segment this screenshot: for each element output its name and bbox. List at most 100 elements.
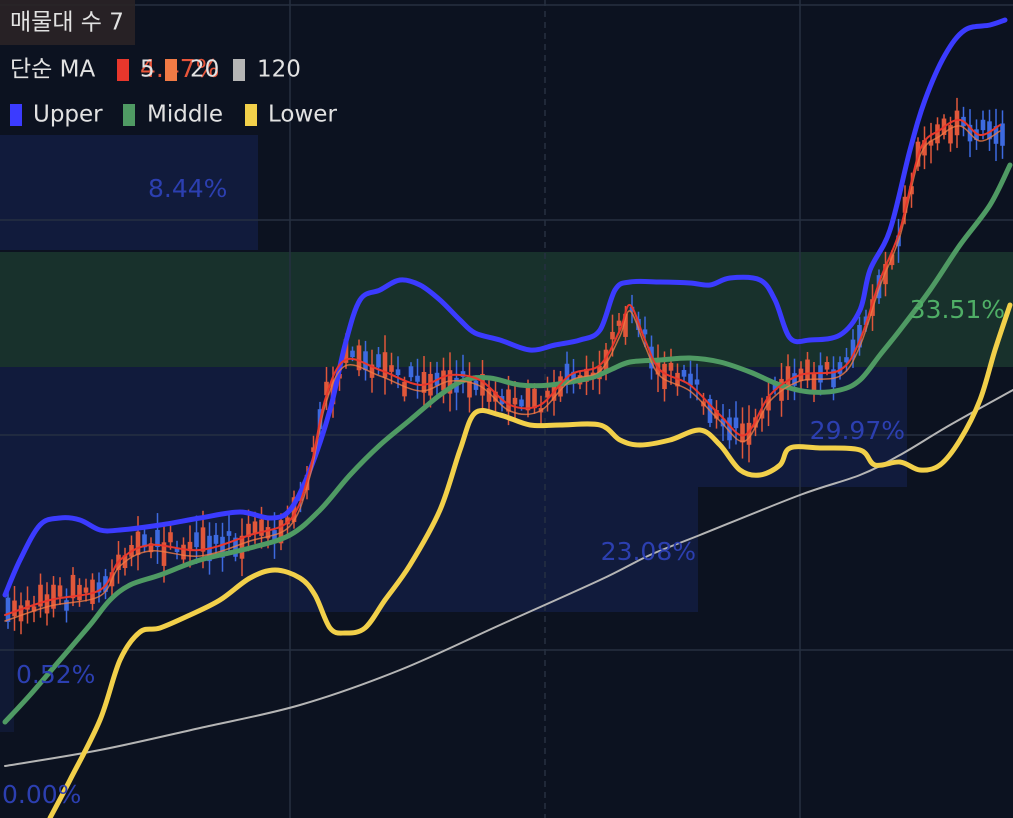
- candle-body: [291, 497, 297, 523]
- candle-body: [77, 584, 82, 601]
- candle-body: [12, 600, 17, 617]
- candle-body: [246, 523, 251, 538]
- candle-body: [441, 370, 446, 391]
- candle-body: [25, 600, 30, 610]
- candle-body: [44, 594, 50, 614]
- upper-band: [2, 17, 1008, 598]
- candle-body: [486, 388, 492, 402]
- candle-body: [532, 388, 537, 409]
- candle-body: [233, 537, 238, 557]
- candle-body: [259, 519, 264, 536]
- candle-body: [974, 129, 979, 141]
- candle-body: [928, 140, 934, 146]
- candle-body: [948, 125, 953, 144]
- candle-body: [415, 375, 420, 382]
- candle-body: [746, 422, 752, 445]
- candle-body: [447, 370, 453, 394]
- profile-label: 0.52%: [16, 660, 95, 689]
- candle-body: [545, 390, 550, 398]
- profile-label: 23.08%: [601, 537, 696, 566]
- candle-body: [740, 423, 745, 443]
- candle-body: [51, 584, 56, 609]
- candle-body: [785, 366, 791, 389]
- candle-body: [382, 352, 388, 378]
- legend-title-box: [0, 0, 135, 45]
- candle-body: [558, 376, 563, 397]
- legend-title: 매물대 수 7: [10, 10, 124, 36]
- candle-body: [168, 532, 173, 543]
- candle-body: [792, 373, 797, 386]
- legend-entry: Lower: [268, 102, 337, 128]
- candle-body: [402, 381, 407, 397]
- candle-body: [480, 373, 485, 396]
- candle-body: [857, 324, 862, 348]
- candle-body: [824, 362, 830, 370]
- candle-body: [96, 582, 102, 593]
- candle-body: [5, 597, 11, 622]
- candle-body: [714, 410, 719, 419]
- candle-body: [935, 124, 940, 144]
- profile-bar: [0, 612, 14, 732]
- candle-body: [135, 531, 141, 555]
- legend-entry: Upper: [33, 102, 103, 128]
- profile-label: 29.97%: [810, 416, 905, 445]
- candle-body: [525, 386, 531, 411]
- candle-body: [181, 544, 186, 560]
- candle-body: [324, 381, 329, 396]
- profile-bar: [0, 252, 1013, 367]
- candle-body: [226, 531, 232, 536]
- candle-body: [954, 110, 960, 136]
- profile-bar: [0, 135, 258, 250]
- candle-body: [493, 391, 498, 402]
- candle-body: [844, 357, 849, 363]
- legend-swatch: [245, 104, 257, 126]
- legend-swatch: [10, 104, 22, 126]
- candle-body: [363, 351, 368, 371]
- candle-body: [285, 517, 290, 525]
- candle-body: [161, 542, 167, 566]
- candle-body: [155, 529, 160, 548]
- candle-body: [688, 373, 693, 386]
- legend-entry: 120: [257, 57, 301, 83]
- profile-label: 4.47%: [140, 54, 219, 83]
- candle-body: [727, 417, 732, 441]
- legend-entry: 20: [190, 57, 219, 83]
- candle-body: [681, 369, 687, 377]
- lower-band: [47, 302, 1013, 818]
- candle-body: [64, 600, 69, 611]
- candle-body: [395, 369, 401, 376]
- candle-body: [194, 532, 199, 548]
- ma-label: 단순 MA: [10, 57, 95, 83]
- candle-body: [642, 329, 648, 335]
- candle-body: [623, 313, 628, 337]
- candle-body: [564, 363, 570, 382]
- legend-swatch: [123, 104, 135, 126]
- candle-body: [616, 320, 622, 326]
- candle-body: [993, 126, 999, 144]
- candle-body: [850, 339, 856, 358]
- candle-body: [467, 377, 472, 398]
- candle-body: [460, 371, 466, 377]
- profile-label: 8.44%: [148, 174, 227, 203]
- candle-body: [239, 535, 245, 559]
- candle-body: [369, 364, 375, 378]
- candle-body: [18, 605, 24, 622]
- candle-body: [311, 447, 316, 452]
- candle-body: [148, 543, 154, 553]
- candle-body: [519, 399, 524, 407]
- candle-body: [90, 579, 95, 604]
- candle-body: [694, 379, 700, 385]
- indicator-lines: [2, 17, 1013, 818]
- candle-body: [889, 254, 895, 266]
- legend-swatch: [233, 59, 245, 81]
- candle-body: [70, 574, 76, 599]
- candle-body: [1000, 123, 1005, 146]
- candle-body: [38, 584, 43, 607]
- candle-body: [584, 368, 589, 382]
- legend: 매물대 수 7 단순 MA 5 20 120 Upper Middle Lowe…: [0, 0, 337, 128]
- candle-body: [265, 527, 271, 539]
- candle-body: [252, 521, 258, 535]
- ma-20-line: [4, 125, 1001, 622]
